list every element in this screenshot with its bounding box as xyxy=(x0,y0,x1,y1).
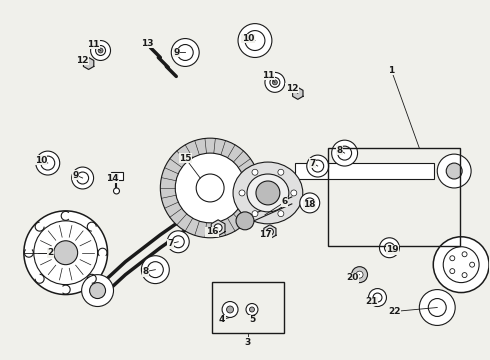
Circle shape xyxy=(312,160,324,172)
Circle shape xyxy=(450,269,455,274)
Circle shape xyxy=(270,77,280,87)
Circle shape xyxy=(300,193,319,213)
Circle shape xyxy=(469,262,475,267)
Circle shape xyxy=(249,307,254,312)
Circle shape xyxy=(272,80,277,85)
Circle shape xyxy=(226,306,234,313)
Text: 1: 1 xyxy=(388,66,394,75)
Circle shape xyxy=(356,271,363,278)
Circle shape xyxy=(373,293,382,302)
Polygon shape xyxy=(211,220,225,236)
Ellipse shape xyxy=(247,174,289,212)
Circle shape xyxy=(54,241,77,265)
Polygon shape xyxy=(83,58,94,69)
Text: 20: 20 xyxy=(346,273,359,282)
Circle shape xyxy=(462,252,467,257)
Text: 10: 10 xyxy=(35,156,47,165)
Circle shape xyxy=(433,237,489,293)
Bar xyxy=(111,172,123,180)
Circle shape xyxy=(76,172,89,184)
Circle shape xyxy=(338,146,352,160)
Circle shape xyxy=(222,302,238,318)
Text: 9: 9 xyxy=(173,48,179,57)
Circle shape xyxy=(41,156,55,170)
Text: 17: 17 xyxy=(259,230,271,239)
Circle shape xyxy=(246,303,258,315)
Circle shape xyxy=(245,31,265,50)
Circle shape xyxy=(291,190,297,196)
Circle shape xyxy=(239,190,245,196)
Ellipse shape xyxy=(233,162,303,224)
Text: 4: 4 xyxy=(219,315,225,324)
Text: 22: 22 xyxy=(388,307,401,316)
Circle shape xyxy=(267,228,273,235)
Circle shape xyxy=(450,256,455,261)
Circle shape xyxy=(462,273,467,278)
Circle shape xyxy=(238,24,272,58)
Text: 12: 12 xyxy=(286,84,298,93)
Bar xyxy=(295,163,434,179)
Text: 3: 3 xyxy=(245,338,251,347)
Circle shape xyxy=(36,151,60,175)
Circle shape xyxy=(419,289,455,325)
Text: 6: 6 xyxy=(282,197,288,206)
Circle shape xyxy=(175,153,245,223)
Bar xyxy=(328,148,460,246)
Circle shape xyxy=(196,174,224,202)
Text: 21: 21 xyxy=(365,297,378,306)
Text: 8: 8 xyxy=(142,267,148,276)
Circle shape xyxy=(96,45,105,55)
Circle shape xyxy=(24,211,107,294)
Circle shape xyxy=(90,283,105,298)
Circle shape xyxy=(278,211,284,217)
Circle shape xyxy=(236,212,254,230)
Circle shape xyxy=(114,188,120,194)
Circle shape xyxy=(160,138,260,238)
Circle shape xyxy=(98,48,103,53)
Circle shape xyxy=(147,262,163,278)
Circle shape xyxy=(307,155,329,177)
Text: 16: 16 xyxy=(206,227,219,236)
Circle shape xyxy=(177,45,193,60)
Text: 9: 9 xyxy=(73,171,79,180)
Bar xyxy=(212,282,284,333)
Text: 5: 5 xyxy=(249,315,255,324)
Circle shape xyxy=(446,163,462,179)
Circle shape xyxy=(437,154,471,188)
Circle shape xyxy=(368,289,387,306)
Circle shape xyxy=(91,41,111,60)
Circle shape xyxy=(252,169,258,175)
Text: 14: 14 xyxy=(106,174,119,183)
Text: 12: 12 xyxy=(76,56,89,65)
Circle shape xyxy=(352,267,368,283)
Circle shape xyxy=(332,140,358,166)
Circle shape xyxy=(265,72,285,92)
Text: 11: 11 xyxy=(262,71,274,80)
Text: 13: 13 xyxy=(141,39,154,48)
Text: 15: 15 xyxy=(179,154,192,163)
Circle shape xyxy=(305,198,315,208)
Circle shape xyxy=(278,169,284,175)
Text: 18: 18 xyxy=(303,201,316,210)
Circle shape xyxy=(252,211,258,217)
Polygon shape xyxy=(264,225,276,239)
Circle shape xyxy=(172,39,199,67)
Circle shape xyxy=(214,224,222,232)
Circle shape xyxy=(72,167,94,189)
Text: 7: 7 xyxy=(167,239,173,248)
Text: 19: 19 xyxy=(386,245,399,254)
Circle shape xyxy=(82,275,114,306)
Circle shape xyxy=(142,256,169,284)
Circle shape xyxy=(172,236,184,248)
Circle shape xyxy=(167,231,189,253)
Text: 11: 11 xyxy=(87,40,100,49)
Circle shape xyxy=(379,238,399,258)
Text: 10: 10 xyxy=(242,34,254,43)
Text: 2: 2 xyxy=(48,248,54,257)
Circle shape xyxy=(256,181,280,205)
Text: 8: 8 xyxy=(337,145,343,154)
Polygon shape xyxy=(293,87,303,99)
Circle shape xyxy=(385,243,394,253)
Text: 7: 7 xyxy=(310,158,316,167)
